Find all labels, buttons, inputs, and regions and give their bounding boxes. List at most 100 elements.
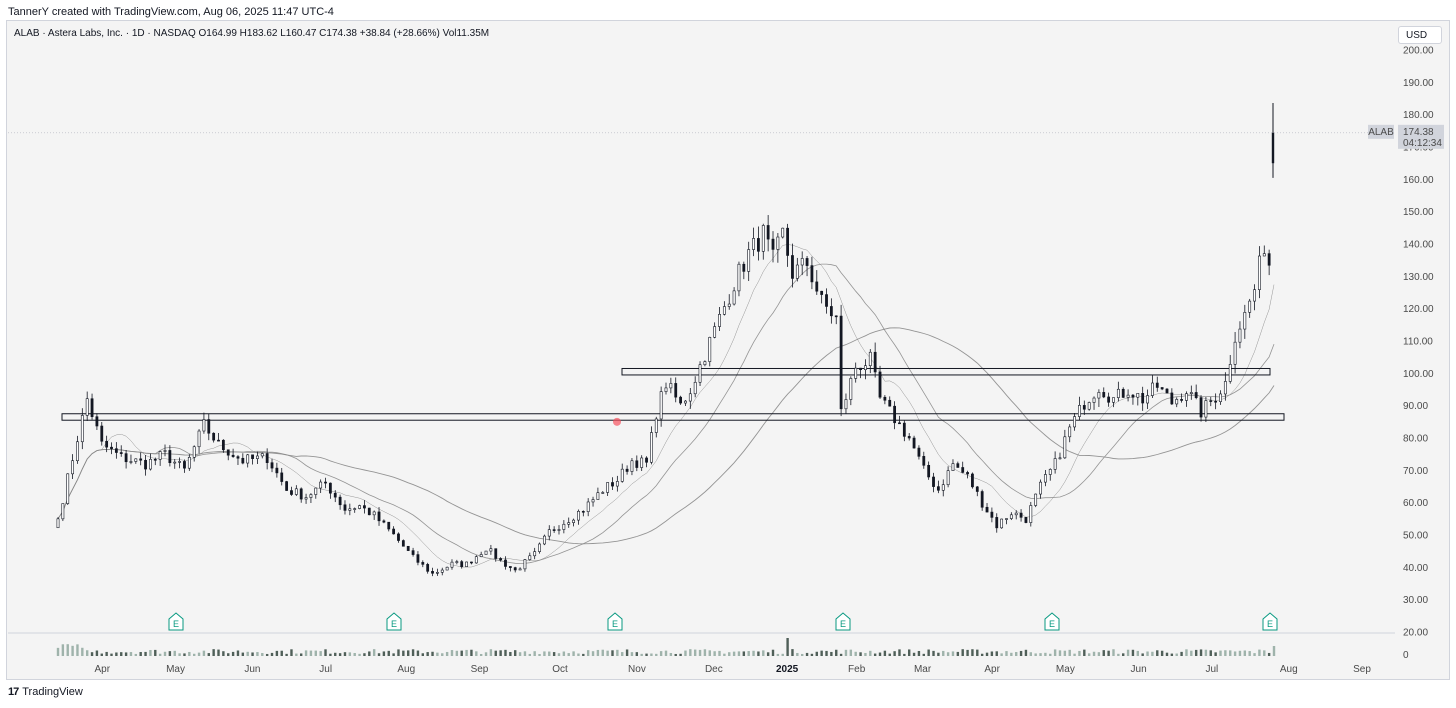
candle-body	[659, 391, 663, 420]
candle-body	[591, 499, 595, 503]
volume-bars	[56, 638, 1276, 656]
candle-body	[810, 265, 814, 283]
candle-body	[1073, 416, 1076, 428]
candle-body	[844, 399, 848, 410]
volume-bar	[1258, 649, 1261, 656]
volume-bar	[523, 651, 527, 656]
volume-bar	[134, 653, 138, 656]
currency-button[interactable]: USD	[1398, 26, 1442, 44]
volume-bar	[382, 651, 386, 656]
candle-body	[440, 569, 444, 573]
candle-body	[484, 550, 488, 555]
volume-bar	[188, 651, 191, 656]
volume-bar	[1005, 651, 1008, 656]
volume-bar	[898, 649, 901, 656]
volume-bar	[1238, 650, 1242, 656]
volume-bar	[781, 653, 784, 656]
candle-body	[270, 462, 274, 469]
candle-body	[314, 487, 318, 495]
candle-body	[411, 550, 415, 555]
volume-bar	[484, 652, 488, 656]
price-tick-label: 110.00	[1403, 337, 1433, 348]
volume-bar	[407, 650, 410, 656]
volume-bar	[285, 653, 288, 656]
volume-bar	[572, 651, 575, 656]
volume-bar	[163, 651, 167, 656]
volume-bar	[601, 649, 604, 656]
candle-body	[119, 452, 123, 454]
candle-body	[1063, 436, 1067, 459]
time-tick-label: May	[1056, 664, 1075, 675]
volume-bar	[815, 651, 818, 656]
volume-bar	[1146, 651, 1149, 656]
volume-bar	[825, 650, 828, 656]
volume-bar	[582, 653, 585, 656]
volume-bar	[1263, 650, 1266, 656]
alert-marker-icon	[613, 417, 621, 426]
candle-body	[1014, 512, 1018, 516]
candle-body	[1170, 392, 1174, 405]
candle-body	[645, 457, 648, 463]
volume-bar	[557, 653, 561, 656]
price-tick-label: 190.00	[1403, 78, 1434, 89]
volume-bar	[1015, 652, 1018, 656]
volume-bar	[290, 649, 293, 656]
volume-bar	[586, 650, 590, 656]
volume-bar	[693, 649, 697, 656]
candle-body	[1165, 388, 1169, 394]
candle-body	[1058, 457, 1062, 460]
candle-body	[917, 447, 921, 457]
volume-bar	[338, 653, 342, 656]
candle-body	[1116, 388, 1120, 398]
chart-frame[interactable]	[6, 20, 1450, 680]
candle-body	[1102, 392, 1106, 398]
earnings-badge	[835, 612, 851, 631]
candle-body	[217, 439, 220, 442]
candle-body	[124, 453, 128, 463]
horizontal-zone-1	[61, 413, 1285, 421]
candle-body	[786, 227, 790, 256]
volume-bar	[1209, 650, 1212, 656]
candle-body	[387, 521, 391, 530]
candle-body	[275, 467, 279, 474]
candle-body	[523, 559, 527, 570]
candle-body	[455, 561, 459, 563]
candle-body	[71, 460, 74, 475]
candle-body	[932, 476, 935, 487]
candle-body	[1189, 392, 1193, 394]
candle-body	[1131, 394, 1135, 398]
time-tick-label: 2025	[776, 664, 799, 675]
time-tick-label: Aug	[397, 664, 415, 675]
volume-bar	[1063, 650, 1067, 656]
volume-bar	[820, 650, 823, 656]
candle-body	[256, 455, 259, 459]
price-tick-label: 120.00	[1403, 304, 1434, 315]
horizontal-zone-2	[621, 367, 1271, 376]
volume-bar	[115, 652, 118, 656]
candle-body	[474, 556, 478, 564]
candle-body	[1180, 399, 1183, 401]
volume-bar	[222, 651, 225, 656]
volume-bar	[596, 649, 600, 656]
candle-body	[168, 450, 172, 464]
time-tick-label: Jul	[1205, 664, 1218, 675]
candle-body	[975, 486, 979, 492]
volume-bar	[703, 649, 707, 656]
candle-body	[494, 548, 498, 559]
volume-bar	[1131, 649, 1135, 656]
candle-body	[1248, 300, 1252, 313]
candle-body	[212, 432, 216, 441]
volume-bar	[504, 649, 507, 656]
volume-bar	[81, 647, 84, 656]
volume-bar	[270, 652, 274, 656]
candle-body	[76, 441, 79, 462]
volume-bar	[509, 651, 512, 656]
candle-body	[688, 393, 692, 402]
volume-bar	[1044, 652, 1047, 656]
candle-body	[1155, 382, 1159, 388]
price-tick-label: 30.00	[1403, 595, 1428, 606]
volume-bar	[1165, 652, 1169, 656]
volume-bar	[854, 651, 857, 656]
volume-bar	[552, 652, 556, 656]
